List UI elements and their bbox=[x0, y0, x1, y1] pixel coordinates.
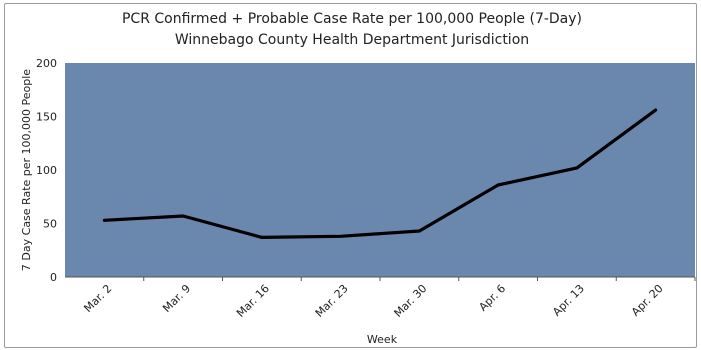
y-tick-label: 200 bbox=[36, 57, 57, 70]
chart-subtitle: Winnebago County Health Department Juris… bbox=[175, 32, 529, 48]
x-axis-title: Week bbox=[367, 333, 398, 346]
data-points bbox=[103, 108, 657, 239]
data-point bbox=[418, 229, 421, 233]
plot-area bbox=[65, 63, 695, 277]
y-tick-label: 0 bbox=[50, 271, 57, 284]
data-point bbox=[496, 183, 500, 187]
y-tick-label: 100 bbox=[36, 164, 57, 177]
x-tick-label: Mar. 23 bbox=[313, 282, 351, 320]
x-tick-label: Mar. 2 bbox=[81, 282, 114, 315]
x-axis-ticks: Mar. 2 Mar. 9 Mar. 16 Mar. 23 Mar. 30 Apr. 6 A… bbox=[81, 277, 696, 320]
y-axis-title: 7 Day Case Rate per 100,000 People bbox=[20, 69, 33, 271]
x-tick-label: Mar. 9 bbox=[160, 282, 193, 315]
x-tick-label: Apr. 20 bbox=[629, 282, 666, 319]
x-tick-label: Apr. 13 bbox=[550, 282, 587, 319]
data-point bbox=[575, 166, 579, 170]
series-line bbox=[102, 108, 658, 239]
data-point bbox=[103, 219, 106, 222]
chart-title: PCR Confirmed + Probable Case Rate per 1… bbox=[122, 11, 582, 27]
data-point bbox=[260, 236, 264, 239]
y-tick-label: 150 bbox=[36, 111, 57, 124]
x-tick-label: Apr. 6 bbox=[476, 282, 508, 314]
x-tick-label: Mar. 16 bbox=[234, 282, 272, 320]
data-point bbox=[339, 235, 342, 238]
y-tick-label: 50 bbox=[43, 218, 57, 231]
data-point bbox=[654, 108, 657, 112]
data-point bbox=[181, 214, 185, 218]
y-axis-ticks: 0 50 100 150 200 bbox=[36, 57, 57, 284]
x-tick-label: Mar. 30 bbox=[392, 282, 430, 320]
